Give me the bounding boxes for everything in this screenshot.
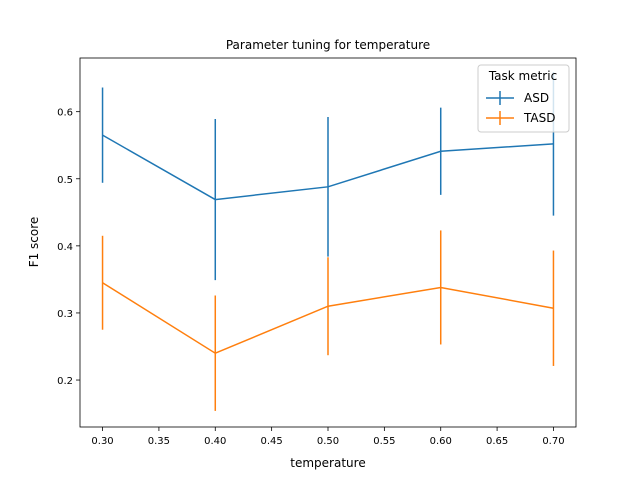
y-tick-label: 0.4	[57, 242, 73, 253]
y-axis: 0.2 0.3 0.4 0.5 0.6	[57, 108, 80, 387]
y-tick-label: 0.3	[57, 309, 73, 320]
legend-item-asd: ASD	[486, 91, 549, 105]
y-axis-label: F1 score	[27, 217, 41, 268]
legend-title: Task metric	[488, 69, 557, 83]
y-tick-label: 0.6	[57, 108, 73, 119]
y-tick-label: 0.2	[57, 376, 73, 387]
x-axis: 0.30 0.35 0.40 0.45 0.50 0.55 0.60 0.65 0.70	[91, 427, 565, 447]
legend-item-tasd: TASD	[486, 111, 555, 125]
x-tick-label: 0.60	[430, 436, 452, 447]
x-axis-label: temperature	[290, 456, 365, 470]
x-tick-label: 0.50	[317, 436, 339, 447]
legend-label-tasd: TASD	[523, 111, 555, 125]
chart-title: Parameter tuning for temperature	[226, 38, 430, 52]
x-tick-label: 0.35	[148, 436, 170, 447]
x-tick-label: 0.70	[542, 436, 564, 447]
series-layer	[101, 72, 555, 411]
y-tick-label: 0.5	[57, 175, 73, 186]
legend: Task metric ASD TASD	[477, 64, 570, 133]
series-asd	[101, 72, 555, 281]
x-tick-label: 0.65	[486, 436, 508, 447]
x-tick-label: 0.45	[261, 436, 283, 447]
x-tick-label: 0.40	[204, 436, 226, 447]
legend-label-asd: ASD	[524, 91, 549, 105]
x-tick-label: 0.30	[91, 436, 113, 447]
series-tasd	[101, 230, 555, 411]
x-tick-label: 0.55	[373, 436, 395, 447]
